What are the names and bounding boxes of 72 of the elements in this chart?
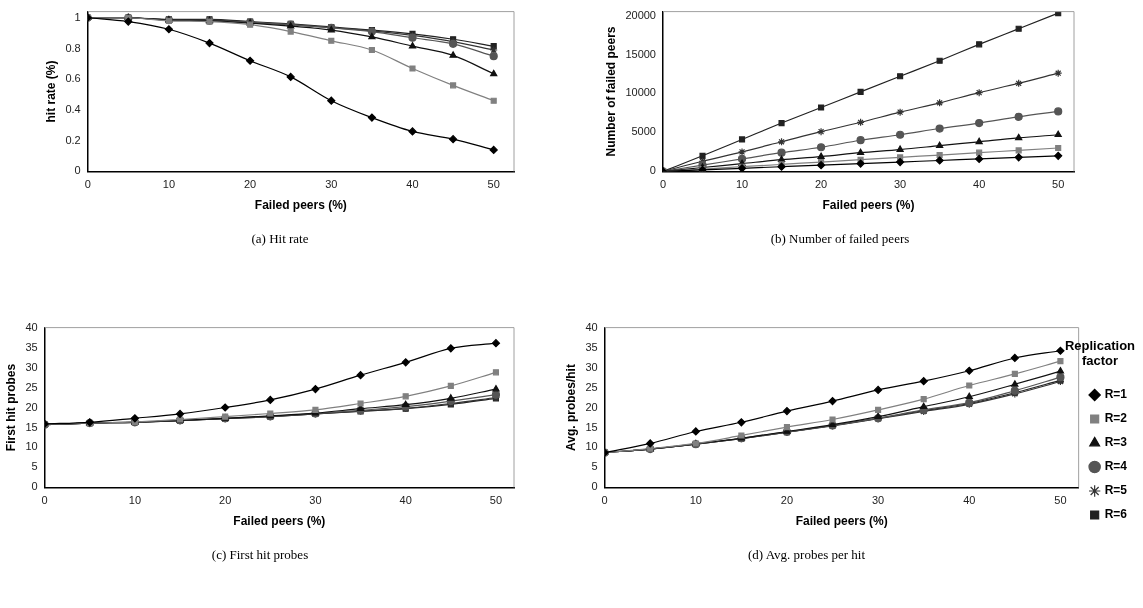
y-tick-label: 35 [585,340,598,353]
y-tick-label: 20 [25,400,38,413]
y-tick-label: 0 [31,480,38,493]
x-axis-title: Failed peers (%) [254,198,347,213]
y-tick-label: 0.4 [65,102,81,115]
x-tick-label: 30 [871,494,885,507]
x-axis-title: Failed peers (%) [822,198,915,213]
x-tick-label: 0 [659,178,667,191]
y-axis-title: hit rate (%) [43,60,58,123]
x-tick-label: 30 [893,178,907,191]
text: (c) First hit probes [210,547,310,563]
x-tick-label: 20 [243,178,257,191]
legend-label: R=2 [1104,411,1128,426]
x-tick-label: 0 [84,178,91,191]
y-tick-label: 35 [25,340,38,353]
y-tick-label: 15 [25,420,38,433]
x-tick-label: 30 [325,178,338,191]
x-tick-label: 0 [41,494,48,507]
y-tick-label: 30 [585,360,598,373]
y-tick-label: 5 [31,460,38,473]
x-tick-label: 10 [128,494,142,507]
legend-title: Replication factor [1063,338,1137,368]
legend-label: R=4 [1104,459,1128,474]
y-tick-label: 0.8 [65,41,81,54]
x-tick-label: 40 [973,178,986,191]
legend-label: R=6 [1104,507,1128,522]
y-tick-label: 10 [585,440,598,453]
y-tick-label: 0 [649,164,656,177]
x-tick-label: 50 [489,494,503,507]
y-tick-label: 5000 [631,125,656,138]
x-tick-label: 50 [1052,178,1065,191]
y-tick-label: 10 [25,440,38,453]
y-tick-label: 20 [585,400,598,413]
y-tick-label: 0.6 [65,72,81,85]
x-tick-label: 20 [219,494,232,507]
legend-label: R=3 [1104,435,1128,450]
y-axis-title: First hit probes [3,363,18,452]
text: (d) Avg. probes per hit [746,547,867,563]
y-axis-title: Number of failed peers [603,26,618,157]
x-tick-label: 10 [162,178,176,191]
x-tick-label: 20 [814,178,828,191]
x-tick-label: 10 [689,494,702,507]
x-tick-label: 20 [780,494,794,507]
x-tick-label: 40 [963,494,976,507]
y-tick-label: 15000 [625,47,656,60]
y-tick-label: 20000 [625,8,656,21]
y-tick-label: 0 [591,480,598,493]
y-tick-label: 30 [25,360,38,373]
x-tick-label: 40 [399,494,412,507]
text: (b) Number of failed peers [769,231,911,247]
x-tick-label: 50 [1054,494,1067,507]
y-tick-label: 10000 [625,86,656,99]
x-tick-label: 0 [601,494,608,507]
y-axis-title: Avg. probes/hit [563,364,578,451]
x-tick-label: 10 [735,178,749,191]
legend-label: R=1 [1104,387,1128,402]
x-tick-label: 50 [487,178,500,191]
y-tick-label: 1 [74,10,81,23]
y-tick-label: 0.2 [65,133,81,146]
x-tick-label: 30 [309,494,322,507]
y-tick-label: 0 [74,164,81,177]
y-tick-label: 25 [25,380,38,393]
legend-label: R=5 [1104,483,1128,498]
y-tick-label: 40 [585,320,598,333]
x-axis-title: Failed peers (%) [795,514,888,529]
x-tick-label: 40 [406,178,419,191]
y-tick-label: 25 [585,380,598,393]
y-tick-label: 40 [25,320,38,333]
y-tick-label: 5 [591,460,598,473]
x-axis-title: Failed peers (%) [233,514,326,529]
text: (a) Hit rate [250,231,310,247]
y-tick-label: 15 [585,420,598,433]
